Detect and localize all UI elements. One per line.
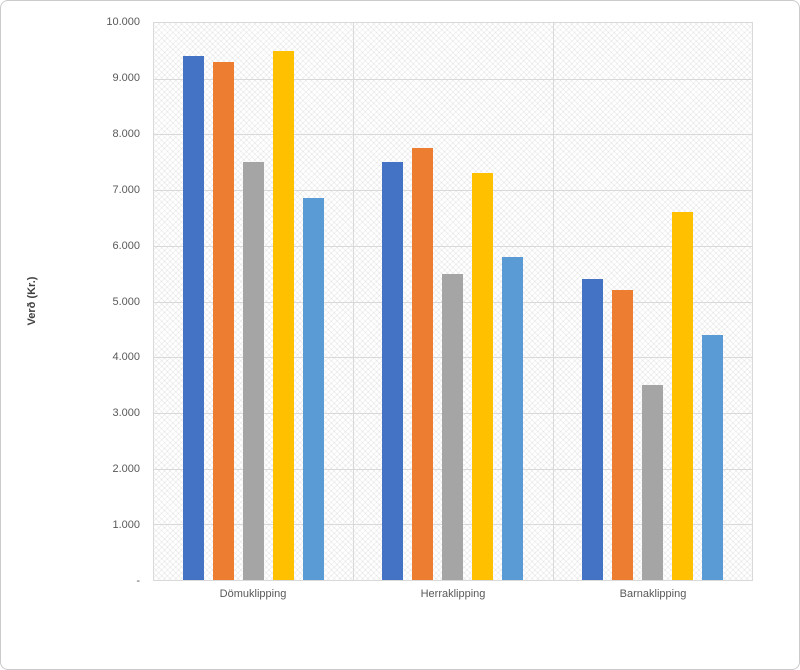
bar-series-orange [412, 148, 434, 580]
bar-series-gray [442, 273, 464, 580]
gridline-vertical [552, 23, 554, 580]
gridline-horizontal [154, 190, 752, 192]
x-category-label: Barnaklipping [619, 588, 687, 600]
y-tick-label: 9.000 [112, 71, 140, 84]
bar-series-blue [382, 162, 404, 580]
bar-series-gray [641, 385, 663, 580]
x-category-label: Herraklipping [420, 588, 486, 600]
plot-area [153, 22, 753, 581]
y-tick-label: 3.000 [112, 407, 140, 420]
bar-series-lightblue [303, 198, 325, 580]
y-tick-label: 7.000 [112, 183, 140, 196]
bar-series-yellow [273, 50, 295, 580]
bar-group [154, 23, 353, 580]
bar-series-yellow [671, 212, 693, 580]
y-tick-label: 6.000 [112, 239, 140, 252]
bar-series-orange [611, 290, 633, 580]
y-tick-label: 4.000 [112, 351, 140, 364]
bar-group [553, 23, 752, 580]
gridline-horizontal [154, 245, 752, 247]
y-tick-label: 1.000 [112, 519, 140, 532]
bar-series-gray [243, 162, 265, 580]
x-category-label: Dömuklipping [219, 588, 287, 600]
bar-series-blue [183, 56, 205, 580]
y-tick-label: - [136, 575, 140, 587]
y-tick-label: 8.000 [112, 127, 140, 140]
gridline-vertical [353, 23, 355, 580]
bar-series-orange [213, 62, 235, 580]
gridline-horizontal [154, 78, 752, 80]
bar-series-lightblue [502, 256, 524, 580]
bar-series-blue [581, 279, 603, 580]
y-tick-label: 5.000 [112, 295, 140, 308]
bar-series-lightblue [701, 334, 723, 580]
y-tick-label: 10.000 [106, 16, 140, 28]
bar-group [353, 23, 552, 580]
bar-series-yellow [472, 173, 494, 580]
y-tick-label: 2.000 [112, 463, 140, 476]
gridline-horizontal [154, 134, 752, 136]
